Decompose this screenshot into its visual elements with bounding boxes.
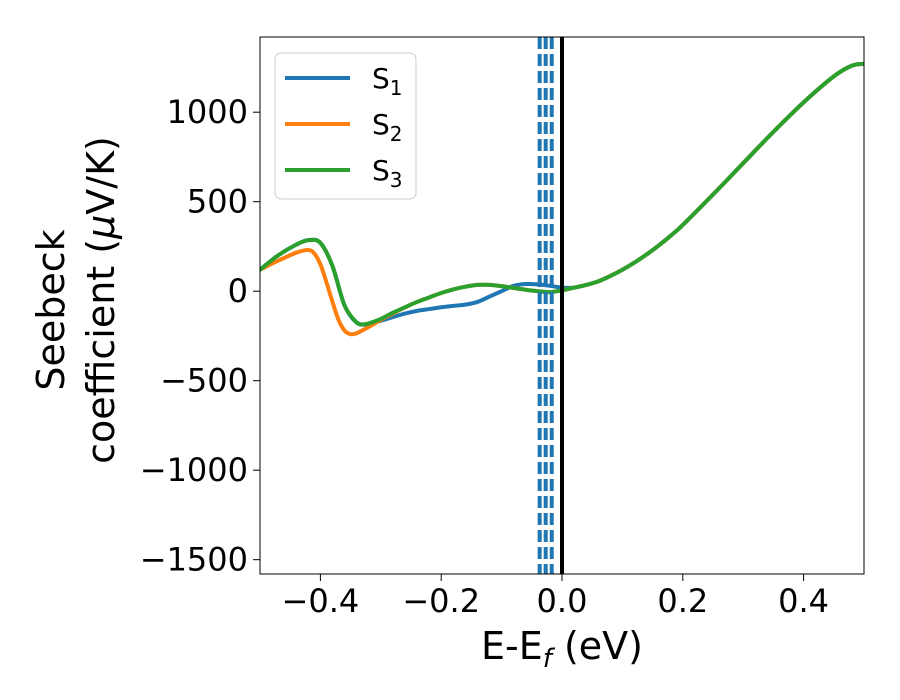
y-ticks: −1500 −1000 −500 0 500 1000 — [140, 93, 260, 579]
x-tick-label: −0.4 — [282, 582, 360, 620]
y-axis-label-mu: μ — [79, 215, 123, 240]
x-tick-label: 0.0 — [537, 582, 588, 620]
x-tick-label: 0.4 — [778, 582, 829, 620]
x-tick-label: 0.2 — [657, 582, 708, 620]
legend-label-s1: S1 — [372, 62, 403, 100]
y-tick-label: −1000 — [140, 451, 248, 489]
y-tick-label: 0 — [228, 272, 248, 310]
series-layer — [260, 61, 864, 337]
y-tick-label: 500 — [187, 183, 248, 221]
legend-label-subscript: 2 — [390, 122, 403, 146]
x-axis-label-unit: (eV) — [552, 624, 643, 668]
legend-label-name: S — [372, 108, 390, 141]
y-axis-label-line1: Seebeck — [29, 229, 73, 390]
y-tick-label: −500 — [160, 362, 248, 400]
series-line-s3 — [260, 61, 864, 327]
y-tick-label: −1500 — [140, 541, 248, 579]
x-tick-label: −0.2 — [402, 582, 480, 620]
y-axis-label-line2: coefficient (μV/K) — [79, 136, 123, 464]
vertical-lines — [537, 37, 564, 574]
x-ticks: −0.4 −0.2 0.0 0.2 0.4 — [282, 574, 829, 620]
legend-label-name: S — [372, 62, 390, 95]
y-axis-label-suffix: V/K) — [79, 136, 123, 215]
y-axis-label-prefix: coefficient ( — [79, 239, 123, 464]
x-axis-label: E-Ef (eV) — [481, 624, 643, 674]
y-tick-label: 1000 — [167, 93, 248, 131]
legend-label-subscript: 3 — [390, 168, 403, 192]
y-axis-label: Seebeck coefficient (μV/K) — [29, 136, 123, 464]
legend-label-s3: S3 — [372, 154, 403, 192]
legend-label-subscript: 1 — [390, 76, 403, 100]
x-axis-label-main: E-E — [481, 624, 543, 668]
legend-label-s2: S2 — [372, 108, 403, 146]
legend-label-name: S — [372, 154, 390, 187]
